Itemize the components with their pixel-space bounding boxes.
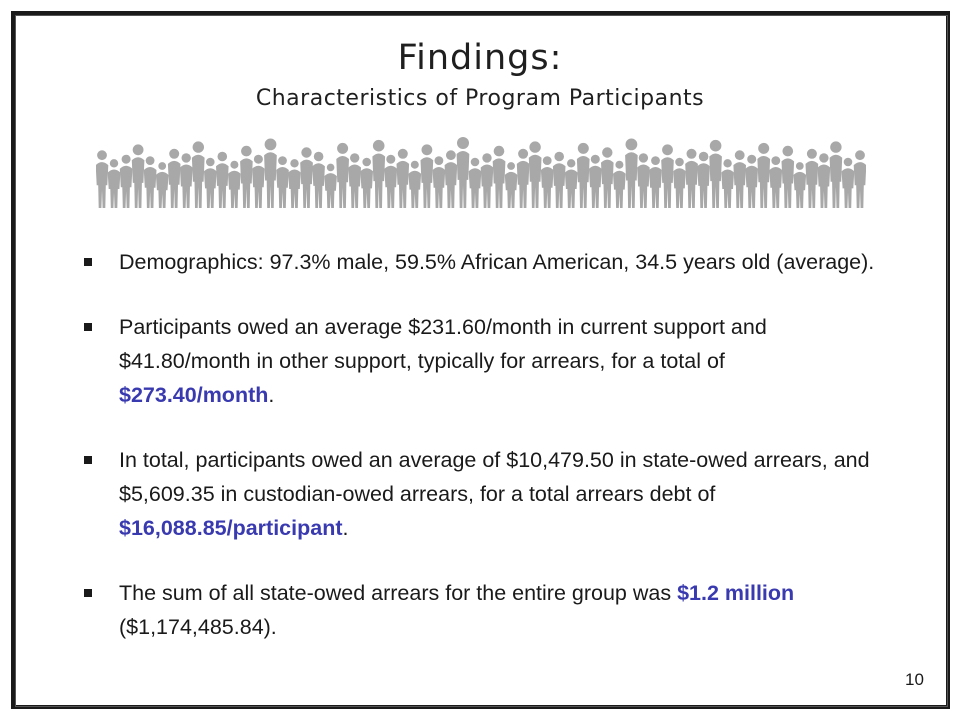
- bullet-square-icon: [84, 589, 92, 597]
- slide-title: Findings:: [397, 38, 563, 78]
- bullet-text: In total, participants owed an average o…: [119, 448, 870, 506]
- bullet-square-icon: [84, 456, 92, 464]
- slide-frame: [11, 11, 950, 709]
- page-number: 10: [905, 670, 924, 689]
- bullet-item-monthly-support: Participants owed an average $231.60/mon…: [80, 310, 880, 412]
- bullet-text: The sum of all state-owed arrears for th…: [119, 581, 678, 605]
- highlight-group-sum: $1.2 million: [677, 581, 795, 605]
- bullet-item-group-sum: The sum of all state-owed arrears for th…: [80, 576, 880, 644]
- bullet-text: Demographics: 97.3% male, 59.5% African …: [119, 250, 875, 274]
- highlight-arrears-per-participant: $16,088.85/participant: [119, 516, 343, 540]
- bullet-text: Participants owed an average $231.60/mon…: [119, 315, 767, 373]
- bullet-text-end: .: [268, 383, 275, 407]
- bullet-item-arrears-total: In total, participants owed an average o…: [80, 443, 880, 545]
- bullet-text-end: ($1,174,485.84).: [119, 615, 277, 639]
- bullet-list: Demographics: 97.3% male, 59.5% African …: [80, 245, 880, 644]
- people-silhouette-icon: [96, 137, 866, 208]
- slide-subtitle: Characteristics of Program Participants: [255, 86, 705, 111]
- bullet-text-end: .: [342, 516, 349, 540]
- bullet-square-icon: [84, 258, 92, 266]
- bullet-item-demographics: Demographics: 97.3% male, 59.5% African …: [80, 245, 880, 279]
- highlight-monthly-total: $273.40/month: [119, 383, 269, 407]
- bullet-square-icon: [84, 323, 92, 331]
